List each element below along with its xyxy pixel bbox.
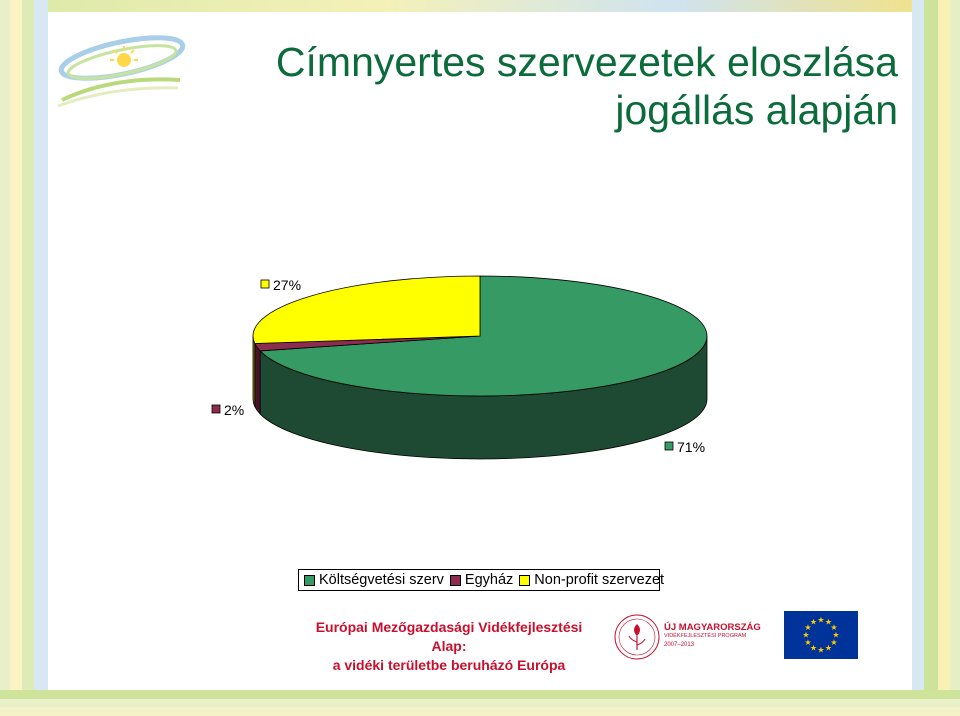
pie-side-3 bbox=[252, 335, 256, 407]
eu-star-icon: ★ bbox=[804, 623, 811, 632]
legend-item-2: Egyház bbox=[449, 572, 514, 588]
eu-star-icon: ★ bbox=[817, 646, 824, 655]
legend-label-3: Non-profit szervezet bbox=[534, 572, 665, 588]
legend-swatch-3 bbox=[519, 574, 531, 586]
data-label-1: 71% bbox=[664, 439, 705, 455]
legend-label-2: Egyház bbox=[464, 572, 514, 588]
uj-magyarorszag-logo-text: ÚJ MAGYARORSZÁG VIDÉKFEJLESZTÉSI PROGRAM… bbox=[664, 622, 761, 648]
legend-label-1: Költségvetési szerv bbox=[319, 572, 444, 588]
eu-star-icon: ★ bbox=[802, 631, 809, 640]
uj-magyarorszag-logo-icon bbox=[614, 614, 660, 660]
data-label-text-3: 27% bbox=[273, 277, 301, 293]
data-label-text-2: 2% bbox=[224, 402, 244, 418]
sun-landscape-logo bbox=[57, 35, 186, 108]
umvp-years: 2007–2013 bbox=[664, 642, 695, 648]
data-label-key-3 bbox=[260, 279, 270, 289]
eu-fund-caption: Európai Mezőgazdasági Vidékfejlesztési A… bbox=[304, 618, 594, 675]
data-label-2: 2% bbox=[211, 402, 244, 418]
data-label-key-1 bbox=[664, 441, 674, 451]
legend-item-3: Non-profit szervezet bbox=[519, 572, 664, 588]
pie-top-faces bbox=[252, 275, 708, 397]
legend-swatch-1 bbox=[304, 574, 315, 586]
title-line-2: jogállás alapján bbox=[615, 87, 898, 133]
eu-star-icon: ★ bbox=[825, 643, 832, 652]
data-label-text-1: 71% bbox=[677, 439, 705, 455]
eu-star-icon: ★ bbox=[804, 638, 811, 647]
eu-fund-caption-line-1: Európai Mezőgazdasági Vidékfejlesztési A… bbox=[315, 619, 583, 654]
legend-swatch-2 bbox=[449, 574, 461, 586]
page-title: Címnyertes szervezetek eloszlása jogállá… bbox=[198, 38, 898, 134]
bottom-border-stripe bbox=[0, 690, 960, 716]
umvp-title: ÚJ MAGYARORSZÁG bbox=[664, 622, 761, 633]
top-border-stripe bbox=[0, 0, 960, 12]
eu-star-icon: ★ bbox=[810, 618, 817, 627]
title-line-1: Címnyertes szervezetek eloszlása bbox=[275, 39, 898, 85]
eu-star-icon: ★ bbox=[810, 643, 817, 652]
pie-side-2 bbox=[254, 343, 261, 415]
data-label-3: 27% bbox=[260, 277, 301, 293]
eu-star-icon: ★ bbox=[817, 616, 824, 625]
eu-star-icon: ★ bbox=[832, 631, 839, 640]
legend-item-1: Költségvetési szerv bbox=[304, 572, 444, 588]
pie-slice-1 bbox=[259, 275, 708, 397]
umvp-subtitle: VIDÉKFEJLESZTÉSI PROGRAM bbox=[664, 633, 747, 639]
eu-star-icon: ★ bbox=[825, 618, 832, 627]
eu-fund-caption-line-2: a vidéki területbe beruházó Európa bbox=[332, 657, 566, 673]
left-border-stripe bbox=[0, 0, 48, 716]
eu-flag-icon: ★★★★★★★★★ ★ ★★ bbox=[784, 611, 858, 659]
data-label-key-2 bbox=[211, 404, 221, 414]
chart-legend: Költségvetési szerv Egyház Non-profit szer… bbox=[298, 569, 664, 591]
pie-slice-3 bbox=[252, 275, 481, 344]
right-border-stripe bbox=[912, 0, 960, 716]
eu-star-icon: ★ bbox=[830, 623, 837, 632]
eu-star-icon: ★ bbox=[830, 638, 837, 647]
